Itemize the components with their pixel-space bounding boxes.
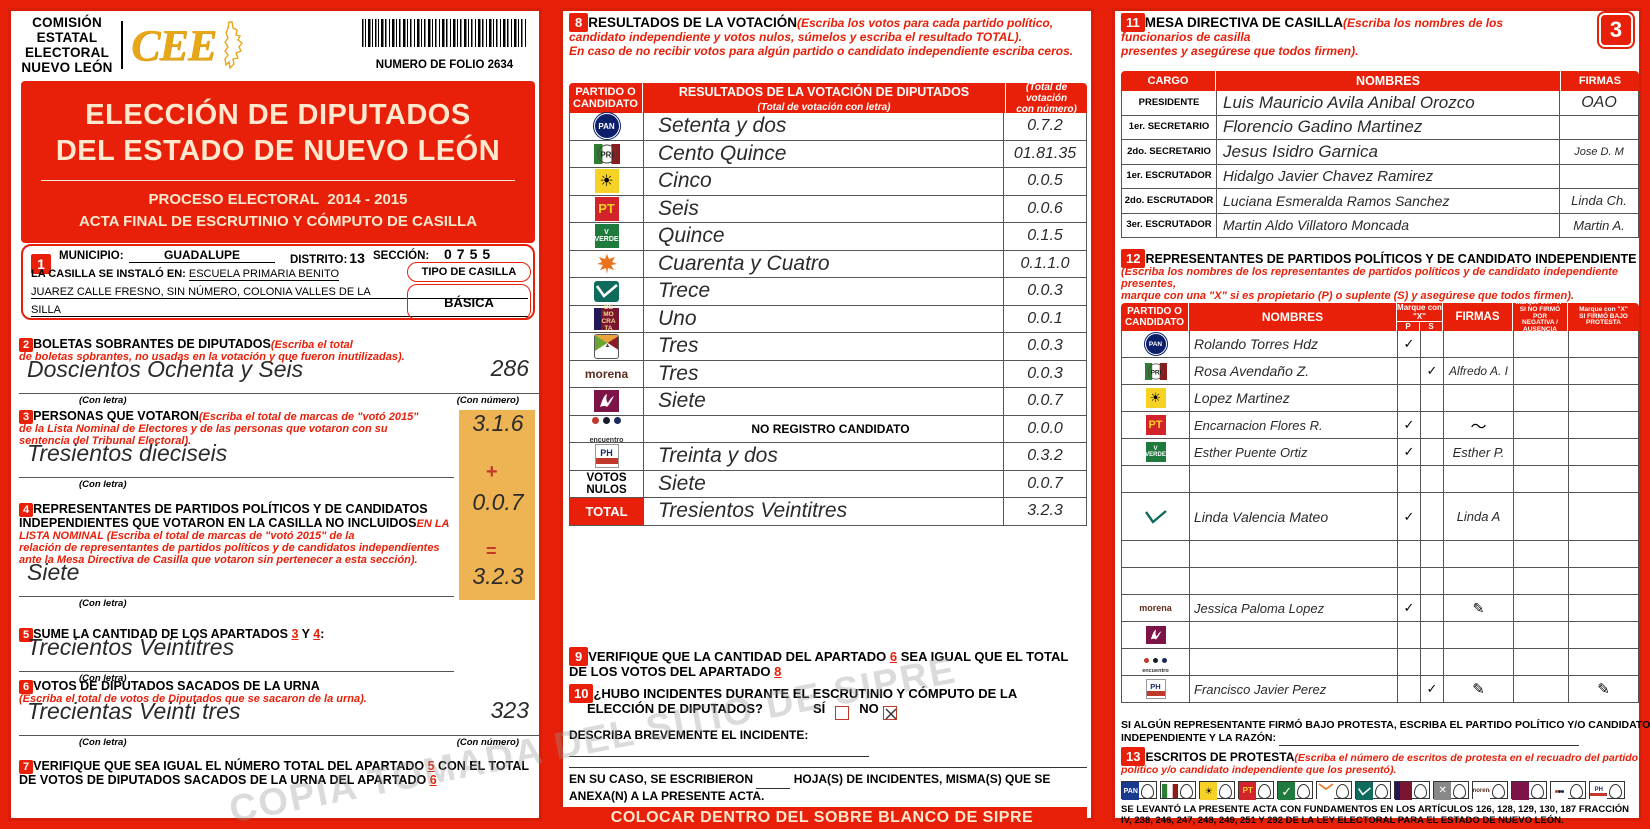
svg-text:PRI: PRI <box>1150 369 1161 376</box>
svg-text:PRI: PRI <box>600 150 613 159</box>
